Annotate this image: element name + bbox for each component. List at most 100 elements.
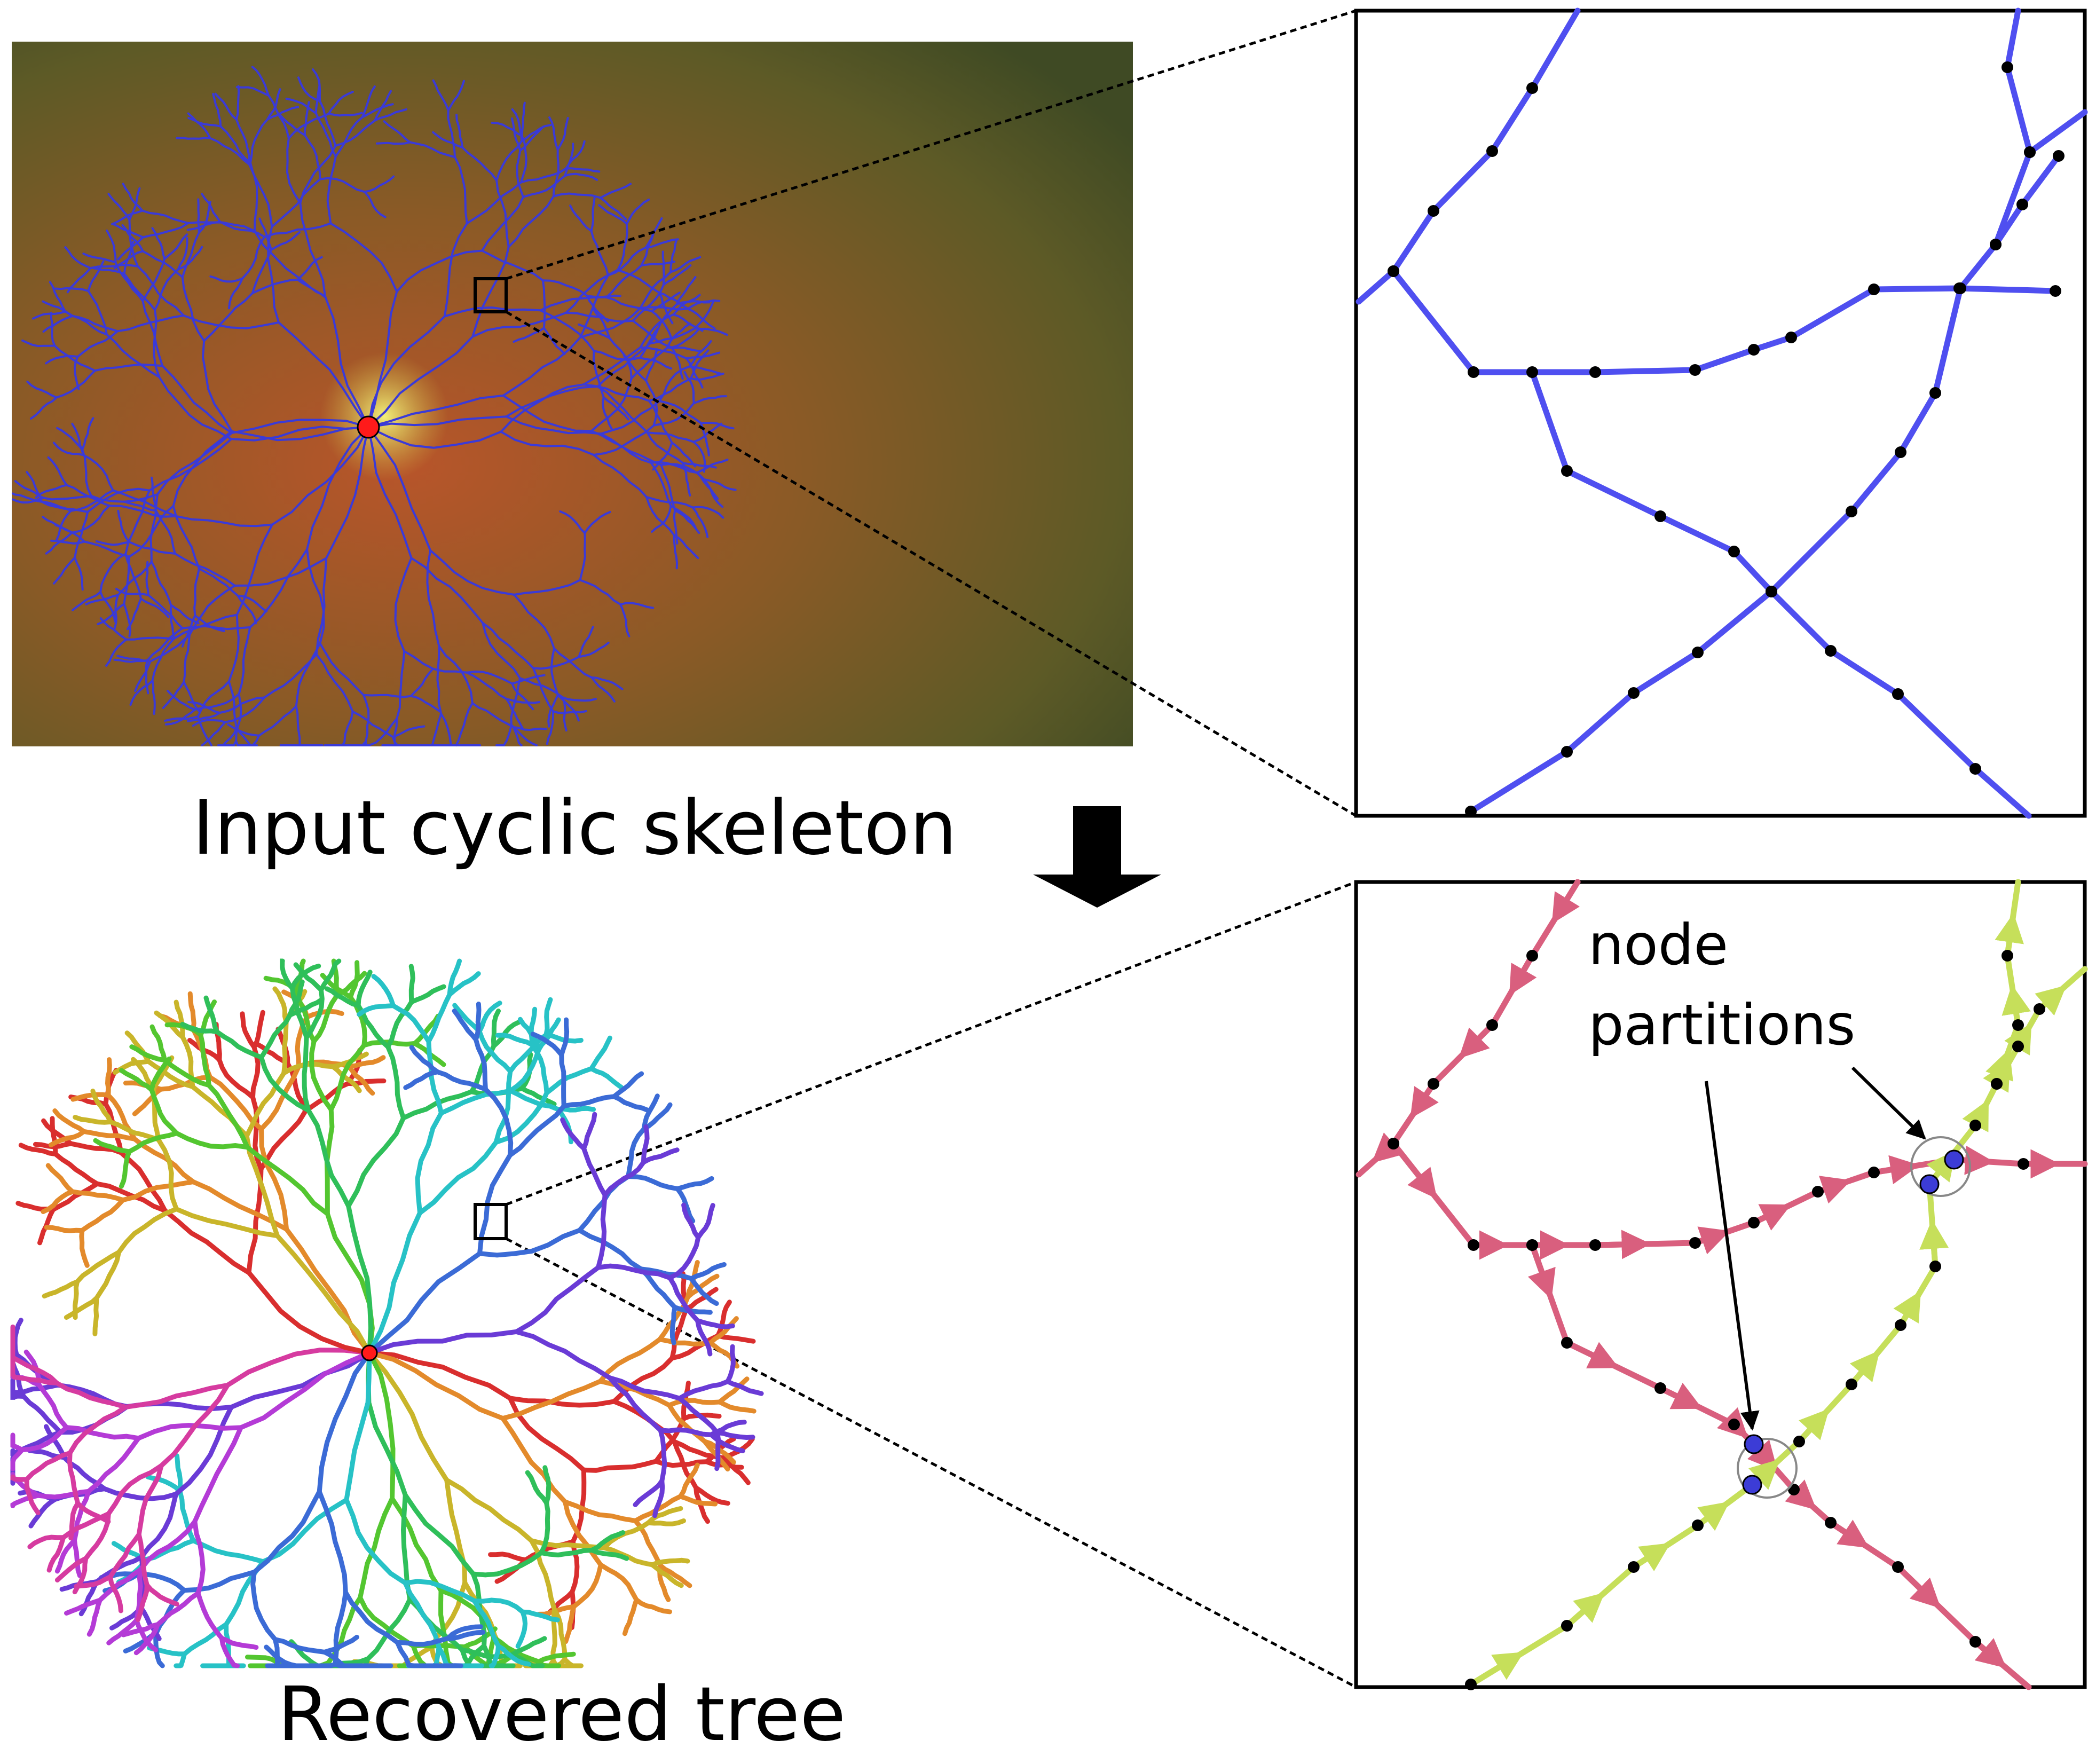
red-edge-arrow <box>1595 1244 1645 1245</box>
tree-branch <box>510 1398 584 1470</box>
tree-node <box>1868 1167 1880 1178</box>
tree-branch <box>95 1298 97 1334</box>
tree-branch <box>491 1554 526 1560</box>
down-arrow-icon <box>1033 806 1161 908</box>
skeleton-node <box>1526 366 1538 378</box>
tree-branch <box>545 1468 549 1503</box>
tree-branch <box>190 994 194 1029</box>
skeleton-node <box>1692 647 1704 658</box>
tree-branch <box>476 1004 479 1040</box>
tree-branch <box>147 1585 177 1604</box>
tree-branch <box>39 1385 67 1428</box>
skeleton-node <box>1785 332 1797 343</box>
tree-node <box>1846 1379 1857 1390</box>
tree-branch <box>584 1461 656 1470</box>
tree-branch <box>601 1565 636 1600</box>
tree-branch <box>614 1401 674 1442</box>
skeleton-node <box>1689 364 1701 376</box>
tree-branch <box>628 1177 677 1189</box>
skeleton-node <box>2002 61 2013 73</box>
tree-node <box>1793 1436 1805 1447</box>
skeleton-node <box>1846 506 1857 517</box>
tree-branch <box>420 1143 497 1213</box>
tree-node <box>1929 1261 1941 1272</box>
caption-input-skeleton: Input cyclic skeleton <box>192 785 957 872</box>
tree-branch <box>718 1433 753 1438</box>
tree-branch <box>672 1308 675 1343</box>
tree-branch <box>198 1593 222 1638</box>
node-partitions-label: node partitions <box>1588 905 1855 1065</box>
tree-branch <box>346 1353 369 1500</box>
tree-node <box>1526 1239 1538 1251</box>
tree-branch <box>518 1612 525 1646</box>
skeleton-node <box>1825 645 1837 657</box>
tree-branch <box>547 1069 592 1093</box>
tree-branch <box>152 1027 165 1060</box>
tree-node <box>1589 1239 1601 1251</box>
tree-branch <box>718 1336 753 1341</box>
tree-branch <box>249 1273 369 1353</box>
tree-branch <box>562 1055 564 1106</box>
tree-node <box>1728 1419 1740 1430</box>
tree-branch <box>374 976 393 1006</box>
tree-node <box>2012 1041 2024 1052</box>
tree-branch <box>253 1572 275 1639</box>
fundus-image <box>12 42 1133 746</box>
tree-branch <box>584 1148 605 1195</box>
tree-branch <box>13 1435 22 1450</box>
tree-branch <box>728 1346 733 1381</box>
tree-node <box>1561 1620 1573 1632</box>
tree-branch <box>13 1477 27 1479</box>
tree-node <box>2002 950 2013 962</box>
tree-branch <box>447 1480 532 1541</box>
tree-branch <box>108 1060 110 1096</box>
skeleton-node <box>1486 145 1498 157</box>
tree-node <box>1692 1519 1704 1531</box>
tree-branch <box>572 1541 577 1592</box>
skeleton-node <box>1929 387 1941 399</box>
tree-node <box>1388 1138 1399 1149</box>
tree-branch <box>82 1231 88 1266</box>
tree-branch <box>565 1502 636 1521</box>
tree-branch <box>66 1298 96 1317</box>
tree-node <box>1991 1078 2003 1090</box>
tree-branch <box>254 1012 263 1047</box>
tree-branch <box>105 1489 176 1499</box>
tree-branch <box>195 1522 203 1594</box>
tree-branch <box>75 1282 77 1318</box>
root-dot-icon <box>362 1345 377 1360</box>
tree-branch <box>625 1600 636 1633</box>
tree-branch <box>183 1024 217 1031</box>
tree-node <box>1825 1517 1837 1529</box>
skeleton-node <box>2016 199 2028 210</box>
skeleton-node <box>1465 806 1477 817</box>
tree-node <box>1969 1636 1981 1648</box>
skeleton-node <box>1868 284 1880 295</box>
skeleton-node <box>1428 205 1439 217</box>
tree-branch <box>592 1069 622 1088</box>
skeleton-node <box>1728 546 1740 557</box>
tree-branch <box>480 1230 580 1255</box>
skeleton-node <box>1388 265 1399 277</box>
tree-branch <box>275 1640 325 1652</box>
skeleton-node <box>1628 687 1640 699</box>
partition-node <box>1945 1151 1963 1169</box>
tree-node <box>1428 1078 1439 1090</box>
tree-node <box>1892 1561 1904 1573</box>
tree-branch <box>349 1118 404 1206</box>
tree-node <box>2018 1158 2029 1170</box>
tree-branch <box>580 1230 641 1269</box>
tree-branch <box>405 1583 439 1648</box>
tree-branch <box>82 1200 123 1231</box>
tree-node <box>1561 1337 1573 1349</box>
skeleton-node <box>2050 285 2061 297</box>
tree-branch <box>46 1227 82 1231</box>
tree-branch <box>411 966 413 1002</box>
tree-branch <box>563 1120 584 1148</box>
tree-branch <box>447 1480 465 1582</box>
annotation-line-2: partitions <box>1588 985 1855 1065</box>
tree-branch <box>584 1114 595 1148</box>
tree-branch <box>73 1094 108 1099</box>
skeleton-node <box>1654 510 1666 522</box>
tree-branch <box>614 1097 647 1110</box>
